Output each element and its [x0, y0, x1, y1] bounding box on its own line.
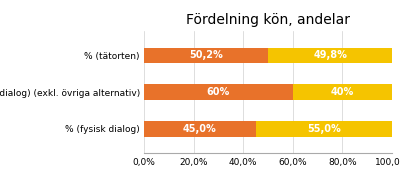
Text: 40%: 40% [331, 87, 354, 97]
Text: 55,0%: 55,0% [307, 124, 341, 134]
Text: 60%: 60% [207, 87, 230, 97]
Bar [144, 121, 256, 137]
Bar [293, 84, 392, 100]
Bar [144, 48, 268, 63]
Bar [268, 48, 392, 63]
Text: 49,8%: 49,8% [313, 50, 347, 60]
Bar [256, 121, 392, 137]
Text: 45,0%: 45,0% [183, 124, 217, 134]
Bar [144, 84, 293, 100]
Text: 50,2%: 50,2% [189, 50, 223, 60]
Title: Fördelning kön, andelar: Fördelning kön, andelar [186, 13, 350, 27]
